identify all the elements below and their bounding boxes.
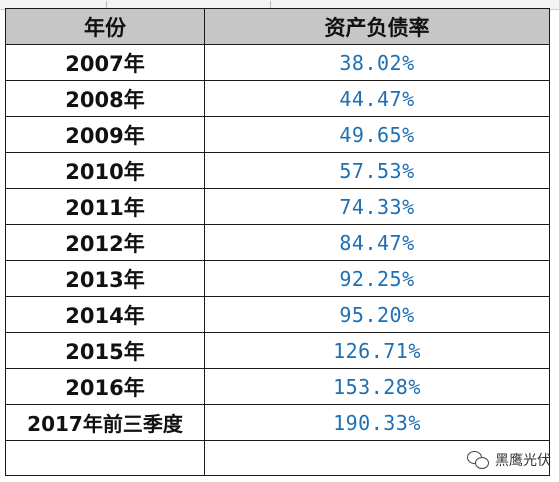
table-row: 2012年 84.47%	[5, 224, 550, 261]
table-row: 2015年 126.71%	[5, 332, 550, 369]
ratio-cell[interactable]: 74.33%	[204, 188, 550, 225]
table-row: 2011年 74.33%	[5, 188, 550, 225]
year-cell[interactable]: 2012年	[5, 224, 205, 261]
year-cell[interactable]: 2010年	[5, 152, 205, 189]
table-row: 2007年 38.02%	[5, 44, 550, 81]
ratio-cell[interactable]: 38.02%	[204, 44, 550, 81]
header-debt-ratio[interactable]: 资产负债率	[204, 8, 550, 45]
year-cell[interactable]: 2017年前三季度	[5, 404, 205, 441]
ratio-cell[interactable]: 49.65%	[204, 116, 550, 153]
table-row: 2017年前三季度 190.33%	[5, 404, 550, 441]
year-cell[interactable]: 2013年	[5, 260, 205, 297]
header-row: 年份 资产负债率	[5, 8, 550, 45]
ratio-cell[interactable]: 95.20%	[204, 296, 550, 333]
ratio-cell[interactable]: 92.25%	[204, 260, 550, 297]
column-divider[interactable]	[270, 1, 271, 8]
ratio-cell[interactable]: 153.28%	[204, 368, 550, 405]
wechat-icon	[467, 451, 489, 469]
empty-cell[interactable]	[204, 440, 550, 476]
ratio-cell[interactable]: 190.33%	[204, 404, 550, 441]
year-cell[interactable]: 2008年	[5, 80, 205, 117]
empty-row	[5, 440, 550, 476]
ratio-cell[interactable]: 57.53%	[204, 152, 550, 189]
table-row: 2009年 49.65%	[5, 116, 550, 153]
table-row: 2010年 57.53%	[5, 152, 550, 189]
table-row: 2016年 153.28%	[5, 368, 550, 405]
column-divider[interactable]	[106, 1, 107, 8]
year-cell[interactable]: 2016年	[5, 368, 205, 405]
watermark: 黑鹰光伏	[467, 450, 551, 470]
year-cell[interactable]: 2011年	[5, 188, 205, 225]
debt-ratio-table: 年份 资产负债率 2007年 38.02% 2008年 44.47% 2009年…	[5, 8, 550, 476]
header-year[interactable]: 年份	[5, 8, 205, 45]
year-cell[interactable]: 2015年	[5, 332, 205, 369]
watermark-text: 黑鹰光伏	[495, 453, 551, 469]
ratio-cell[interactable]: 84.47%	[204, 224, 550, 261]
year-cell[interactable]: 2014年	[5, 296, 205, 333]
ratio-cell[interactable]: 44.47%	[204, 80, 550, 117]
year-cell[interactable]: 2009年	[5, 116, 205, 153]
empty-cell[interactable]	[5, 440, 205, 476]
year-cell[interactable]: 2007年	[5, 44, 205, 81]
table-row: 2008年 44.47%	[5, 80, 550, 117]
ratio-cell[interactable]: 126.71%	[204, 332, 550, 369]
table-row: 2013年 92.25%	[5, 260, 550, 297]
table-row: 2014年 95.20%	[5, 296, 550, 333]
